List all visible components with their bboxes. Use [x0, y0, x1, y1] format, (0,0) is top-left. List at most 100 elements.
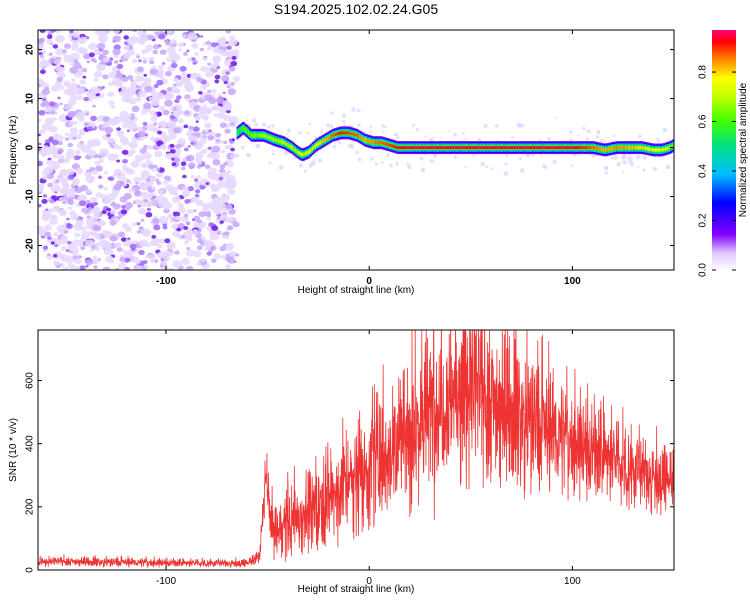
halo-dot — [464, 165, 467, 169]
ridge-core — [516, 146, 519, 150]
noise-blob — [142, 57, 147, 62]
noise-blob — [140, 49, 147, 55]
ridge-core — [296, 150, 298, 153]
noise-blob — [186, 131, 192, 137]
noise-blob — [151, 65, 157, 70]
noise-blob — [40, 69, 46, 74]
halo-dot — [411, 123, 415, 127]
noise-blob — [187, 32, 198, 40]
ridge-core — [661, 148, 664, 152]
noise-blob — [114, 242, 122, 249]
ridge-core — [462, 146, 465, 150]
noise-blob — [82, 75, 87, 79]
noise-blob — [231, 55, 237, 60]
ridge-core — [595, 146, 597, 150]
noise-blob — [129, 149, 136, 154]
noise-blob — [65, 151, 75, 159]
noise-blob — [48, 101, 56, 107]
noise-blob — [60, 235, 68, 242]
noise-blob — [170, 39, 177, 44]
ridge-core — [373, 141, 375, 145]
noise-blob — [138, 59, 142, 63]
ridge-core — [602, 148, 604, 152]
ridge-core — [262, 133, 264, 137]
noise-blob — [198, 106, 208, 114]
ridge-core — [481, 146, 483, 150]
noise-blob — [193, 126, 200, 132]
noise-blob — [118, 262, 127, 269]
noise-blob — [225, 204, 233, 210]
noise-blob — [221, 75, 230, 82]
noise-blob — [120, 237, 127, 242]
noise-blob — [150, 197, 155, 201]
halo-dot — [283, 150, 289, 156]
ridge-core — [277, 139, 280, 143]
noise-blob — [38, 83, 42, 88]
noise-blob — [112, 116, 122, 124]
halo-dot — [355, 150, 359, 155]
noise-blob — [42, 194, 48, 198]
ridge-core — [488, 146, 490, 150]
noise-blob — [106, 193, 117, 201]
ridge-core — [424, 146, 426, 150]
ridge-core — [475, 146, 478, 150]
noise-blob — [145, 178, 151, 183]
noise-blob — [84, 239, 95, 247]
x-tick-label: -100 — [156, 576, 176, 587]
ridge-core — [247, 131, 250, 135]
halo-dot — [586, 129, 591, 134]
halo-dot — [490, 167, 494, 170]
noise-blob — [66, 197, 74, 203]
noise-blob — [64, 137, 70, 141]
noise-blob — [103, 170, 109, 175]
noise-blob — [186, 222, 191, 226]
ridge-core — [333, 133, 335, 137]
noise-blob — [220, 214, 229, 221]
ridge-core — [548, 146, 550, 150]
noise-blob — [230, 81, 235, 86]
noise-blob — [39, 54, 44, 58]
snr-frame — [37, 329, 675, 571]
noise-blob — [133, 176, 142, 183]
ridge-core — [287, 143, 290, 147]
halo-dot — [612, 134, 616, 138]
noise-blob — [227, 188, 236, 195]
noise-blob — [150, 136, 156, 142]
noise-blob — [174, 152, 181, 157]
halo-dot — [253, 122, 259, 127]
noise-blob — [143, 198, 149, 203]
noise-blob — [53, 59, 62, 66]
noise-blob — [153, 224, 161, 231]
noise-blob — [38, 203, 42, 208]
noise-blob — [224, 128, 231, 134]
halo-dot — [268, 161, 272, 165]
ridge-core — [624, 146, 627, 150]
ridge-core — [380, 141, 382, 145]
noise-blob — [113, 184, 122, 191]
noise-blob — [180, 235, 186, 239]
halo-dot — [540, 155, 543, 158]
ridge-core — [525, 146, 527, 150]
noise-blob — [54, 65, 63, 72]
noise-blob — [204, 122, 212, 129]
noise-blob — [78, 65, 83, 69]
noise-blob — [191, 57, 196, 61]
ridge-core — [366, 139, 368, 143]
noise-blob — [207, 214, 212, 218]
noise-blob — [206, 251, 212, 256]
noise-blob — [186, 49, 190, 53]
noise-blob — [68, 85, 76, 92]
noise-blob — [60, 263, 65, 267]
noise-blob — [227, 174, 236, 182]
noise-blob — [159, 144, 168, 151]
ridge-core — [650, 148, 652, 151]
noise-blob — [126, 129, 131, 133]
ridge-core — [582, 146, 584, 150]
halo-dot — [330, 124, 334, 129]
noise-blob — [166, 87, 173, 92]
ridge-core — [649, 147, 651, 151]
ridge-core — [523, 146, 526, 150]
noise-blob — [182, 34, 187, 38]
ridge-core — [375, 141, 378, 145]
noise-blob — [130, 160, 140, 168]
